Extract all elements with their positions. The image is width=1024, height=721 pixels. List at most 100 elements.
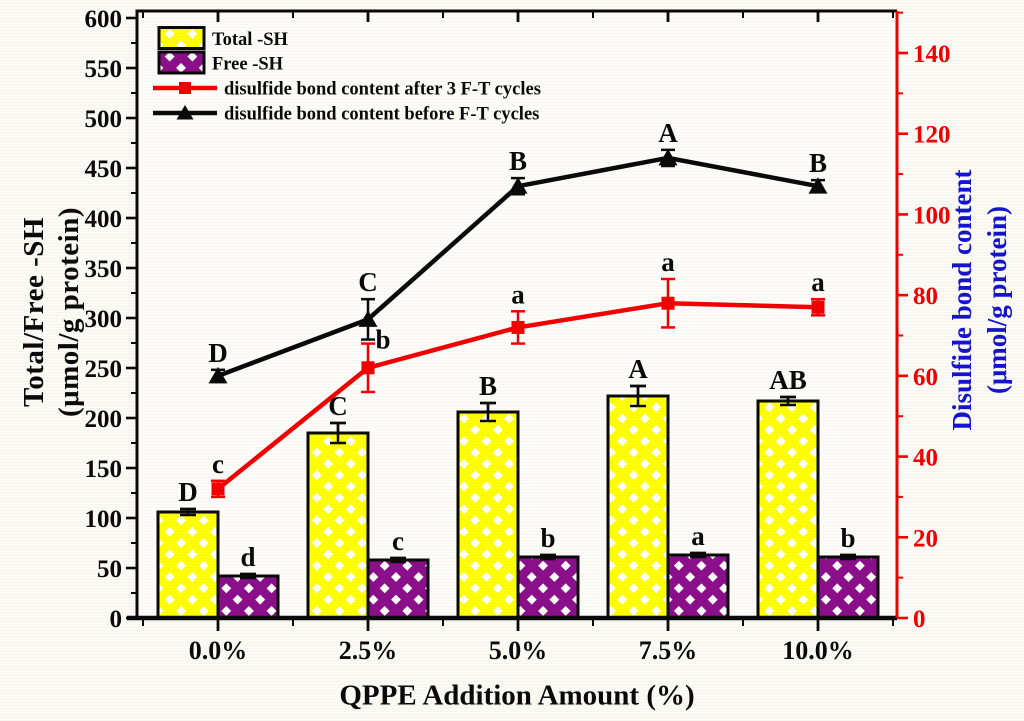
marker-square-icon [661, 296, 675, 310]
legend-item-free-sh: Free -SH [157, 50, 284, 75]
left-tick-label: 100 [85, 506, 123, 533]
right-tick-label: 140 [913, 41, 951, 68]
free-sh-bar-2 [516, 555, 580, 620]
right-tick-label: 0 [913, 606, 926, 633]
left-axis-title: Total/Free -SH (μmol/g protein) [17, 207, 87, 417]
left-tick-label: 50 [97, 556, 122, 583]
total-sh-bar-4 [756, 399, 820, 620]
legend-item-disulfide-bond-content-before-f-t-cycles: disulfide bond content before F-T cycles [153, 105, 539, 125]
left-tick-label: 500 [85, 106, 123, 133]
free-sh-bar-4 [816, 555, 880, 620]
total-sh-bar-2 [456, 410, 520, 620]
sig-letter: c [392, 526, 404, 556]
left-tick-label: 400 [85, 206, 123, 233]
sig-labels-disulfide-bond-content-after-3-f-t-cycles: c b a a a [212, 247, 825, 479]
sig-letter: a [691, 521, 705, 551]
legend-item-disulfide-bond-content-after-3-f-t-cycles: disulfide bond content after 3 F-T cycle… [153, 80, 541, 100]
left-axis-ticks: 0 50 100 150 200 250 300 350 400 450 500 550 600 [85, 6, 137, 633]
legend-label: Free -SH [212, 55, 284, 75]
sig-letter: B [809, 148, 827, 178]
left-tick-label: 600 [85, 6, 123, 33]
right-axis-title: Disulfide bond content (μmol/g protein) [945, 169, 1015, 430]
legend: Total -SH Free -SH disulfide bond content … [153, 26, 541, 125]
sig-letter: b [375, 325, 390, 355]
sig-labels-total-sh: D C B A AB [178, 354, 807, 507]
marker-square-icon [361, 361, 375, 375]
sig-labels-disulfide-bond-content-before-f-t-cycles: D C B A B [208, 118, 827, 368]
bar-errors-free-sh [240, 551, 856, 580]
left-tick-label: 350 [85, 256, 123, 283]
bar-errors-total-sh [180, 384, 796, 517]
total-sh-bar-3 [606, 394, 670, 620]
left-tick-label: 150 [85, 456, 123, 483]
sig-letter: a [511, 279, 525, 309]
free-sh-bar-3 [666, 553, 730, 620]
left-tick-label: 550 [85, 56, 123, 83]
sig-letter: B [479, 371, 497, 401]
sig-letter: b [540, 523, 555, 553]
left-tick-label: 0 [110, 606, 123, 633]
sig-letter: D [208, 338, 228, 368]
legend-marker-square-icon [179, 82, 191, 94]
x-tick-label: 10.0% [782, 636, 854, 665]
sig-letter: c [212, 449, 224, 479]
total-sh-bar-0 [156, 510, 220, 620]
sig-labels-free-sh: dc b a b [240, 521, 855, 572]
left-tick-label: 200 [85, 406, 123, 433]
marker-triangle-icon [808, 177, 828, 194]
marker-triangle-icon [208, 366, 228, 384]
x-tick-label: 7.5% [639, 636, 698, 665]
series-disulfide-bond-content-after-3-f-t-cycles [211, 277, 825, 499]
legend-item-total-sh: Total -SH [157, 26, 289, 50]
bars-total-sh [156, 384, 820, 620]
right-axis-title-line1: Disulfide bond content [946, 169, 977, 431]
sig-letter: a [661, 247, 675, 277]
right-tick-label: 40 [913, 445, 938, 472]
axes [127, 9, 899, 621]
x-axis-title: QPPE Addition Amount (%) [339, 679, 695, 712]
right-tick-label: 20 [913, 525, 938, 552]
sig-letter: a [811, 267, 825, 297]
marker-square-icon [811, 300, 825, 314]
marker-triangle-icon [358, 310, 378, 327]
right-tick-label: 100 [913, 202, 951, 229]
left-tick-label: 300 [85, 306, 123, 333]
right-tick-label: 80 [913, 283, 938, 310]
sig-letter: A [658, 118, 678, 148]
sig-letter: D [178, 477, 198, 507]
legend-swatch-icon [157, 26, 206, 50]
x-axis-ticks: 0.0% 2.5% 5.0% 7.5% 10.0% [142, 11, 894, 665]
right-axis-title-line2: (μmol/g protein) [982, 205, 1012, 395]
left-axis-title-line2: (μmol/g protein) [53, 207, 85, 417]
sig-letter: AB [769, 365, 807, 395]
sig-letter: B [509, 146, 527, 176]
x-tick-label: 2.5% [339, 636, 398, 665]
legend-label: Total -SH [212, 30, 289, 50]
legend-marker-triangle-icon [176, 105, 194, 120]
sig-letter: d [240, 542, 255, 572]
left-tick-label: 450 [85, 156, 123, 183]
marker-triangle-icon [658, 148, 678, 166]
marker-square-icon [511, 320, 525, 334]
legend-label: disulfide bond content before F-T cycles [224, 105, 539, 125]
free-sh-bar-1 [366, 558, 430, 620]
sig-letter: b [840, 523, 855, 553]
total-sh-bar-1 [306, 431, 370, 620]
sig-letter: C [328, 391, 348, 421]
x-tick-label: 5.0% [489, 636, 548, 665]
marker-triangle-icon [508, 177, 528, 194]
marker-square-icon [211, 482, 225, 496]
sig-letter: A [628, 354, 648, 384]
legend-swatch-icon [157, 50, 206, 75]
right-tick-label: 120 [913, 122, 951, 149]
x-tick-label: 0.0% [189, 636, 248, 665]
right-tick-label: 60 [913, 364, 938, 391]
legend-label: disulfide bond content after 3 F-T cycle… [224, 80, 541, 100]
sig-letter: C [358, 267, 378, 297]
left-axis-title-line1: Total/Free -SH [18, 217, 51, 407]
left-tick-label: 250 [85, 356, 123, 383]
right-axis-ticks: 0 20 40 60 80 100 120 140 [897, 11, 951, 633]
free-sh-bar-0 [216, 574, 280, 620]
